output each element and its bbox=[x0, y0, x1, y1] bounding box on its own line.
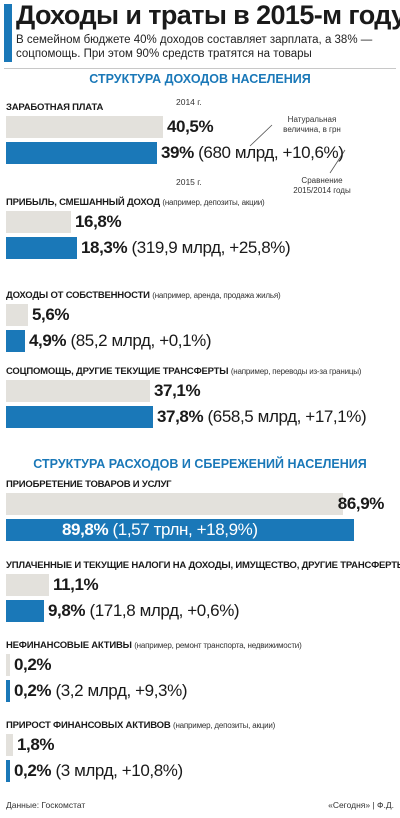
category-note: (например, депозиты, акции) bbox=[162, 198, 265, 207]
bar-2015 bbox=[6, 680, 10, 702]
detail-value: (171,8 млрд, +0,6%) bbox=[89, 601, 240, 620]
value-label: 5,6% bbox=[32, 304, 70, 326]
title-accent-bar bbox=[4, 4, 12, 62]
bar-2015 bbox=[6, 237, 77, 259]
value-label: 0,2% (3,2 млрд, +9,3%) bbox=[14, 680, 187, 702]
percent-value: 18,3% bbox=[81, 238, 128, 257]
bar-2015 bbox=[6, 760, 10, 782]
bar-2015 bbox=[6, 330, 25, 352]
percent-value: 9,8% bbox=[48, 601, 86, 620]
bar-2015 bbox=[6, 519, 354, 541]
percent-value: 37,1% bbox=[154, 381, 201, 400]
bar-2014 bbox=[6, 654, 10, 676]
bar-2014 bbox=[6, 574, 49, 596]
header: Доходы и траты в 2015-м году В семейном … bbox=[0, 0, 400, 66]
category-name: СОЦПОМОЩЬ, ДРУГИЕ ТЕКУЩИЕ ТРАНСФЕРТЫ bbox=[6, 366, 229, 377]
category-name: УПЛАЧЕННЫЕ И ТЕКУЩИЕ НАЛОГИ НА ДОХОДЫ, И… bbox=[6, 560, 400, 571]
bar-2015 bbox=[6, 406, 153, 428]
category-name: ПРИОБРЕТЕНИЕ ТОВАРОВ И УСЛУГ bbox=[6, 479, 172, 490]
detail-value: (680 млрд, +10,6%) bbox=[198, 143, 344, 162]
detail-value: (85,2 млрд, +0,1%) bbox=[70, 331, 212, 350]
value-label: 1,8% bbox=[17, 734, 55, 756]
value-label: 89,8% (1,57 трлн, +18,9%) bbox=[62, 519, 258, 541]
detail-value: (3 млрд, +10,8%) bbox=[55, 761, 183, 780]
category-label: ЗАРАБОТНАЯ ПЛАТА bbox=[6, 102, 103, 113]
percent-value: 40,5% bbox=[167, 117, 214, 136]
expense-section-title: СТРУКТУРА РАСХОДОВ И СБЕРЕЖЕНИЙ НАСЕЛЕНИ… bbox=[33, 457, 367, 471]
category-label: УПЛАЧЕННЫЕ И ТЕКУЩИЕ НАЛОГИ НА ДОХОДЫ, И… bbox=[6, 560, 400, 571]
percent-value: 0,2% bbox=[14, 681, 52, 700]
detail-value: (319,9 млрд, +25,8%) bbox=[131, 238, 291, 257]
natural-value-callout: Натуральная величина, в грн bbox=[283, 115, 341, 134]
credit-note: «Сегодня» | Ф.Д. bbox=[328, 800, 394, 810]
page-subtitle: В семейном бюджете 40% доходов составляе… bbox=[16, 34, 373, 60]
comparison-callout: Сравнение 2015/2014 годы bbox=[293, 176, 351, 195]
category-note: (например, переводы из-за границы) bbox=[230, 367, 362, 376]
category-note: (например, аренда, продажа жилья) bbox=[152, 291, 281, 300]
category-label: СОЦПОМОЩЬ, ДРУГИЕ ТЕКУЩИЕ ТРАНСФЕРТЫ (на… bbox=[6, 366, 361, 377]
value-label: 18,3% (319,9 млрд, +25,8%) bbox=[81, 237, 291, 259]
value-label: 37,1% bbox=[154, 380, 201, 402]
value-label: 39% (680 млрд, +10,6%) bbox=[161, 142, 344, 164]
category-label: НЕФИНАНСОВЫЕ АКТИВЫ (например, ремонт тр… bbox=[6, 640, 302, 651]
detail-value: (3,2 млрд, +9,3%) bbox=[55, 681, 188, 700]
value-label: 0,2% (3 млрд, +10,8%) bbox=[14, 760, 183, 782]
legend-label-2014: 2014 г. bbox=[176, 97, 202, 107]
bar-2014 bbox=[6, 304, 28, 326]
value-label: 9,8% (171,8 млрд, +0,6%) bbox=[48, 600, 240, 622]
category-label: ПРИОБРЕТЕНИЕ ТОВАРОВ И УСЛУГ bbox=[6, 479, 172, 490]
category-name: ПРИРОСТ ФИНАНСОВЫХ АКТИВОВ bbox=[6, 720, 171, 731]
percent-value: 37,8% bbox=[157, 407, 204, 426]
bar-2014 bbox=[6, 380, 150, 402]
value-label: 86,9% bbox=[337, 493, 385, 515]
value-label: 37,8% (658,5 млрд, +17,1%) bbox=[157, 406, 367, 428]
bar-2014 bbox=[6, 211, 71, 233]
percent-value: 39% bbox=[161, 143, 194, 162]
percent-value: 1,8% bbox=[17, 735, 55, 754]
bar-2014 bbox=[6, 493, 343, 515]
percent-value: 0,2% bbox=[14, 655, 52, 674]
category-name: ДОХОДЫ ОТ СОБСТВЕННОСТИ bbox=[6, 290, 150, 301]
category-note: (например, депозиты, акции) bbox=[172, 721, 276, 730]
value-label: 4,9% (85,2 млрд, +0,1%) bbox=[29, 330, 212, 352]
category-label: ПРИБЫЛЬ, СМЕШАННЫЙ ДОХОД (например, депо… bbox=[6, 197, 265, 208]
category-name: ПРИБЫЛЬ, СМЕШАННЫЙ ДОХОД bbox=[6, 197, 160, 208]
category-label: ДОХОДЫ ОТ СОБСТВЕННОСТИ (например, аренд… bbox=[6, 290, 281, 301]
percent-value: 89,8% bbox=[62, 520, 109, 539]
percent-value: 0,2% bbox=[14, 761, 52, 780]
detail-value: (1,57 трлн, +18,9%) bbox=[112, 520, 258, 539]
value-label: 11,1% bbox=[53, 574, 99, 596]
bar-2015 bbox=[6, 600, 44, 622]
bar-2014 bbox=[6, 734, 13, 756]
income-section-title: СТРУКТУРА ДОХОДОВ НАСЕЛЕНИЯ bbox=[89, 72, 311, 86]
percent-value: 11,1% bbox=[53, 575, 99, 594]
value-label: 0,2% bbox=[14, 654, 52, 676]
detail-value: (658,5 млрд, +17,1%) bbox=[207, 407, 367, 426]
source-note: Данные: Госкомстат bbox=[6, 800, 86, 810]
percent-value: 86,9% bbox=[337, 494, 385, 513]
divider bbox=[4, 68, 396, 69]
legend-label-2015: 2015 г. bbox=[176, 177, 202, 187]
category-note: (например, ремонт транспорта, недвижимос… bbox=[134, 641, 302, 650]
category-name: НЕФИНАНСОВЫЕ АКТИВЫ bbox=[6, 640, 132, 651]
percent-value: 4,9% bbox=[29, 331, 67, 350]
category-name: ЗАРАБОТНАЯ ПЛАТА bbox=[6, 102, 104, 113]
value-label: 40,5% bbox=[167, 116, 214, 138]
percent-value: 5,6% bbox=[32, 305, 70, 324]
value-label: 16,8% bbox=[75, 211, 122, 233]
category-label: ПРИРОСТ ФИНАНСОВЫХ АКТИВОВ (например, де… bbox=[6, 720, 275, 731]
page-title: Доходы и траты в 2015-м году bbox=[16, 0, 400, 30]
bar-2014 bbox=[6, 116, 163, 138]
percent-value: 16,8% bbox=[75, 212, 122, 231]
bar-2015 bbox=[6, 142, 157, 164]
